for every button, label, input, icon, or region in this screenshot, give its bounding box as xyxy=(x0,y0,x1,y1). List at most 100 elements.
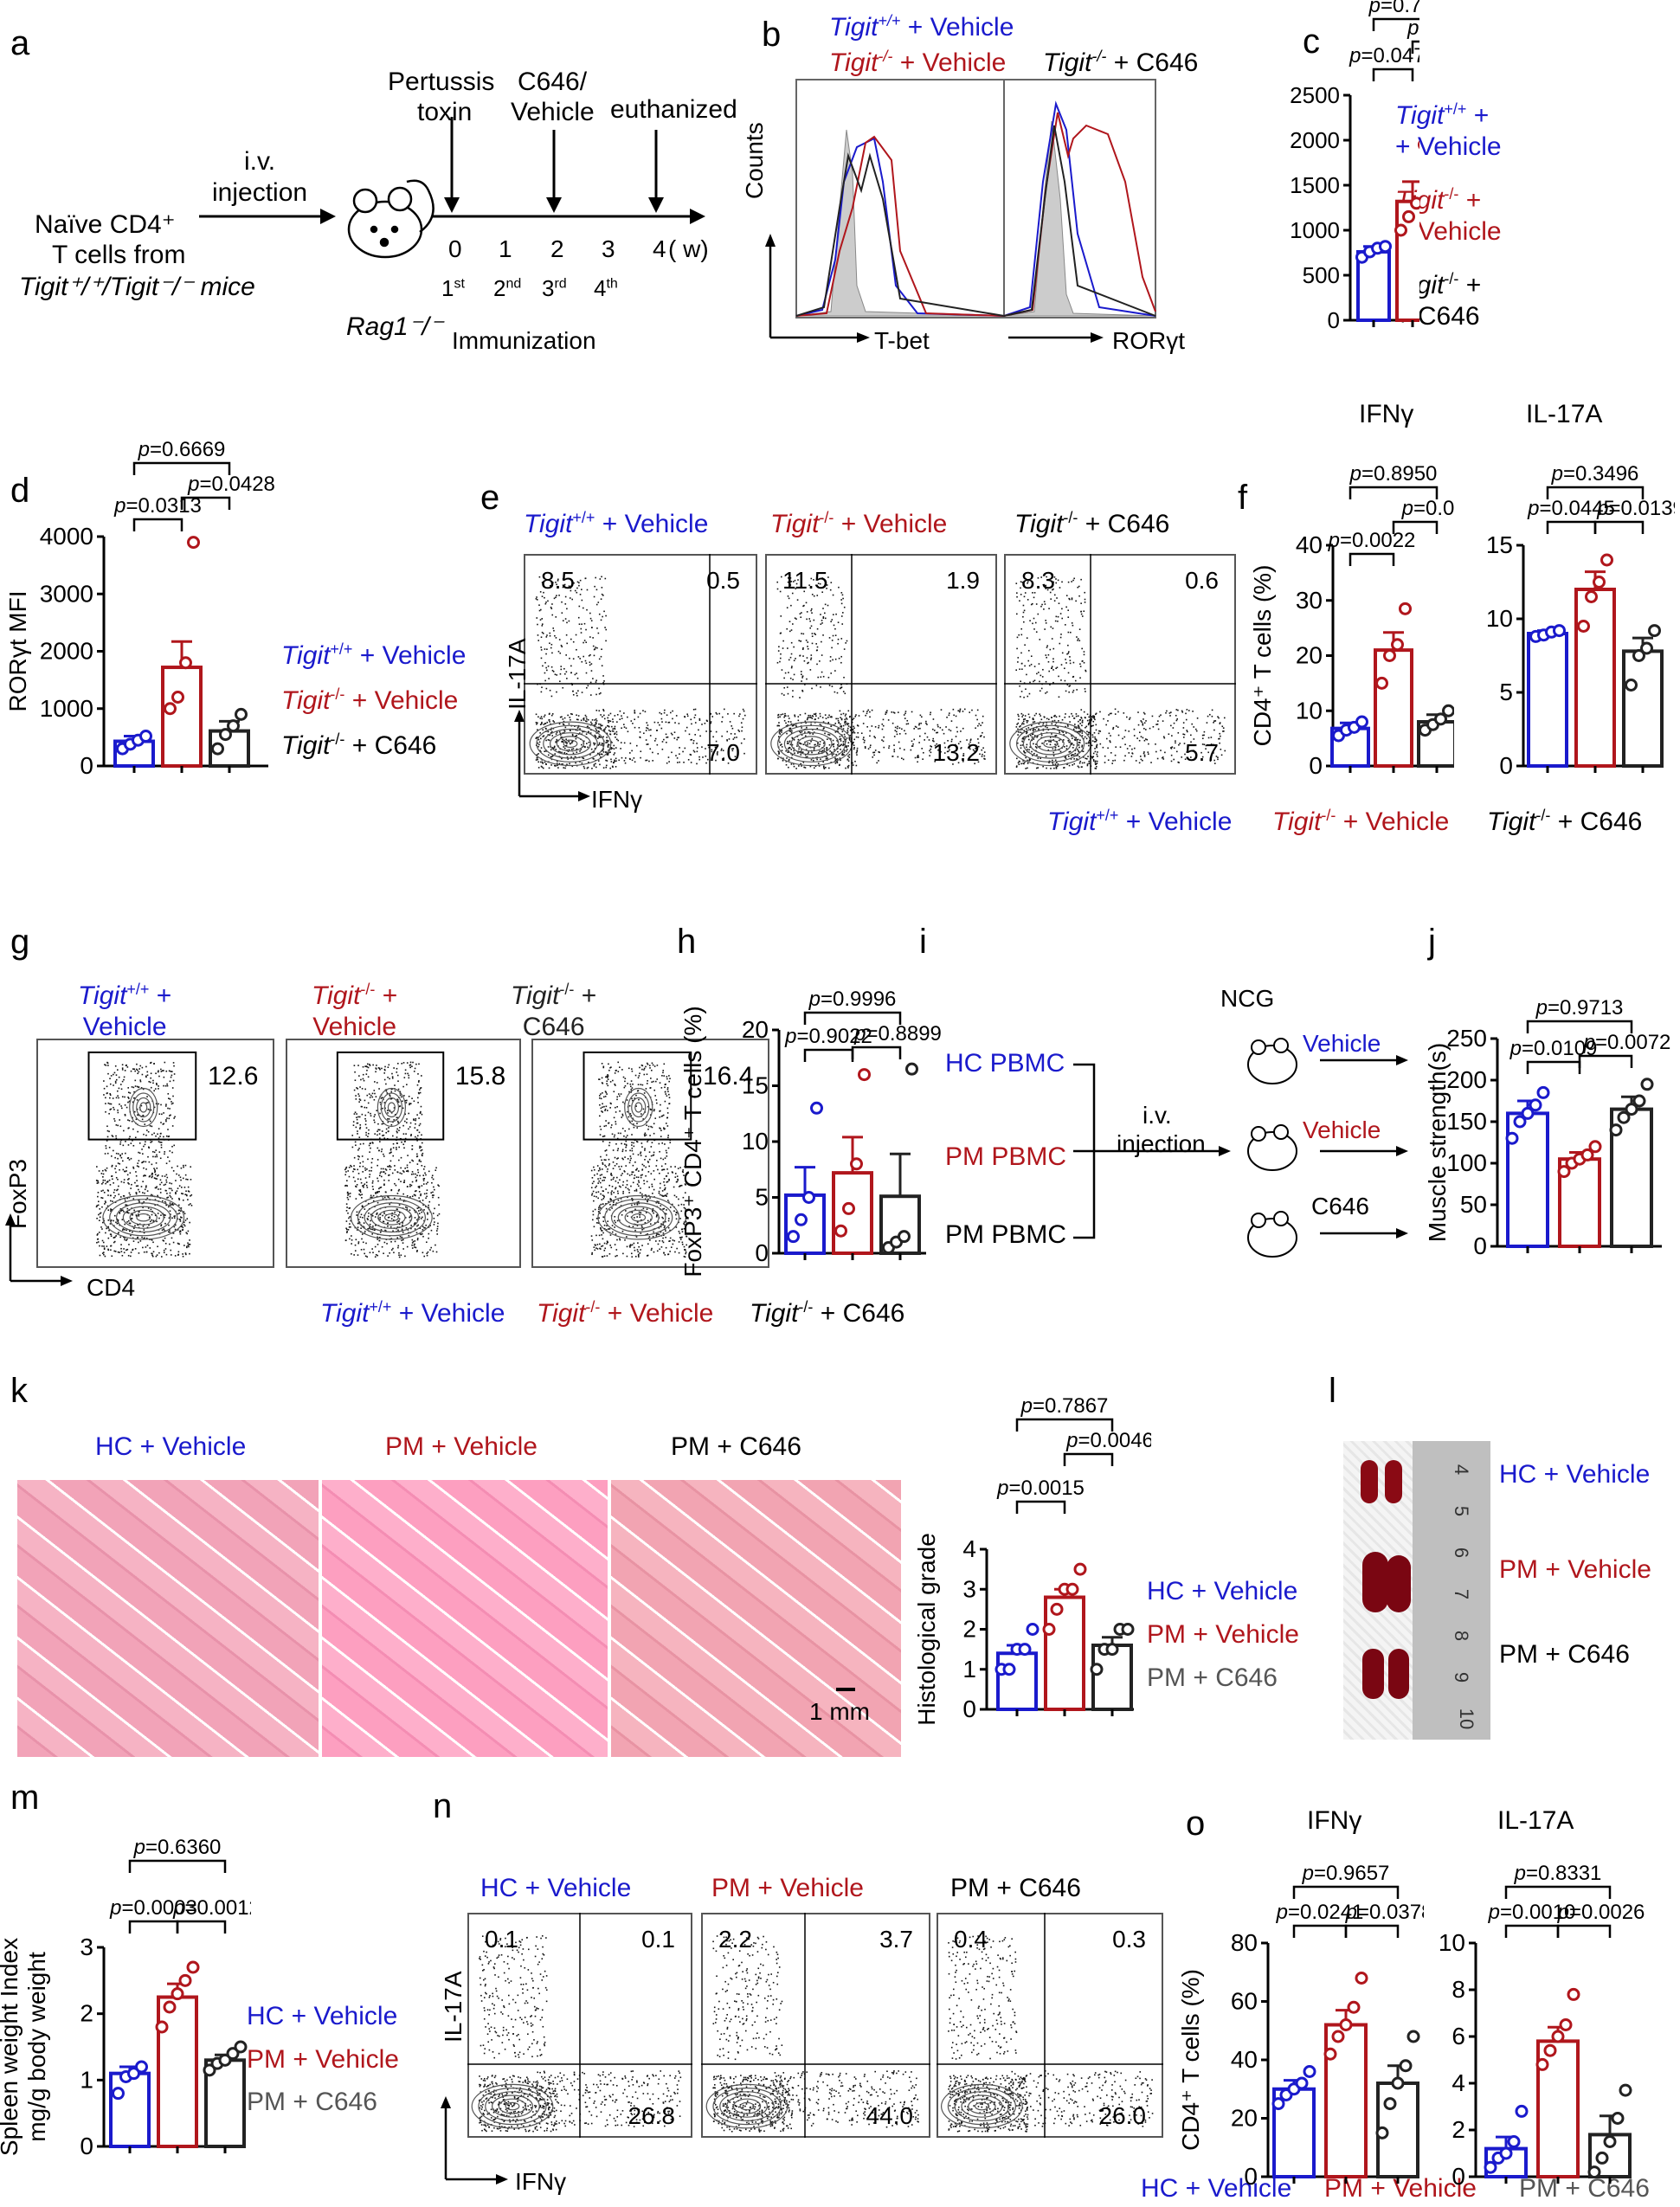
l-ruler xyxy=(1413,1441,1490,1740)
panel-label-k: k xyxy=(10,1372,28,1410)
b-histograms xyxy=(765,79,1156,343)
y-tick-label: 3000 xyxy=(40,580,93,607)
y-axis-label: CD4⁺ T cells (%) xyxy=(1249,565,1276,747)
flow-plot: 2.2 3.7 44.0 xyxy=(701,1913,930,2138)
o-legend-c646: PM + C646 xyxy=(1519,2174,1650,2203)
quadrant-ur: 0.6 xyxy=(1185,567,1219,594)
y-tick-label: 4 xyxy=(1451,2069,1465,2096)
m-legend-c646: PM + C646 xyxy=(247,2088,377,2116)
significance-bracket xyxy=(1526,1060,1581,1074)
k-histology-hc xyxy=(17,1480,319,1757)
e-title-c646: Tigit-/- + C646 xyxy=(1014,509,1170,538)
p-value-label: p=0.0022 xyxy=(1328,529,1416,552)
treg-gate xyxy=(336,1051,445,1141)
quadrant-ul: 11.5 xyxy=(782,567,827,594)
quadrant-ur: 3.7 xyxy=(879,1926,913,1953)
o-legend-pm: PM + Vehicle xyxy=(1324,2174,1477,2203)
data-point xyxy=(802,1191,815,1204)
y-tick-label: 10 xyxy=(1439,1929,1465,1956)
a-week-unit: ( w) xyxy=(668,235,709,262)
data-point xyxy=(905,1062,918,1076)
y-tick-label: 10 xyxy=(1486,605,1513,632)
ruler-number: 4 xyxy=(1451,1464,1473,1476)
data-point xyxy=(1543,2043,1557,2057)
m-legend-hc: HC + Vehicle xyxy=(247,2002,398,2030)
flow-contours xyxy=(102,1087,185,1240)
ruler-number: 9 xyxy=(1451,1671,1473,1683)
data-point xyxy=(226,2047,240,2061)
data-point xyxy=(163,2000,177,2014)
y-tick-label: 40 xyxy=(1231,2046,1258,2073)
data-point xyxy=(1507,2135,1521,2148)
significance-bracket xyxy=(132,518,183,531)
ruler-number: 8 xyxy=(1451,1630,1473,1642)
significance-bracket xyxy=(128,1920,179,1934)
y-tick-label: 5 xyxy=(755,1184,769,1211)
significance-bracket xyxy=(803,1048,854,1062)
a-week-label: 3 xyxy=(602,235,615,262)
quadrant-lr: 26.0 xyxy=(1099,2102,1147,2129)
i-veh2: Vehicle xyxy=(1303,1116,1381,1143)
chart-d: 01000200030004000p=0.0313p=0.0428p=0.666… xyxy=(4,438,275,779)
gate-percent: 15.8 xyxy=(455,1062,505,1091)
y-tick-label: 3 xyxy=(962,1575,976,1602)
significance-bracket xyxy=(1063,1452,1114,1466)
y-tick-label: 1500 xyxy=(1290,172,1340,198)
significance-bracket xyxy=(1546,486,1645,499)
data-point xyxy=(1410,196,1419,210)
panel-label-c: c xyxy=(1303,23,1320,61)
data-point xyxy=(787,1230,800,1244)
y-axis-label: mg/g body weight xyxy=(23,1952,50,2142)
significance-bracket xyxy=(180,496,231,510)
quadrant-lr: 7.0 xyxy=(706,739,740,766)
data-point xyxy=(1018,1643,1032,1657)
a-iv-line2: injection xyxy=(212,178,308,207)
f-title-il17a: IL-17A xyxy=(1526,400,1603,428)
l-spleen-c646-2 xyxy=(1388,1649,1409,1699)
significance-bracket xyxy=(132,461,231,475)
data-point xyxy=(178,1973,192,1987)
quadrant-lr: 5.7 xyxy=(1185,739,1219,766)
flow-contours xyxy=(1009,721,1091,767)
bar xyxy=(1324,2023,1368,2178)
o-legend-hc: HC + Vehicle xyxy=(1141,2174,1292,2203)
panel-label-a: a xyxy=(10,24,30,62)
panel-label-g: g xyxy=(10,923,30,961)
data-point xyxy=(1640,641,1653,655)
data-point xyxy=(1347,2000,1361,2014)
p-value-label: p=0.0015 xyxy=(996,1477,1085,1500)
y-axis-label: Histological grade xyxy=(917,1533,940,1726)
c-legend-wt: Tigit+/+ + + Vehicle xyxy=(1395,100,1502,161)
a-ptx-line1: Pertussis xyxy=(388,68,495,96)
y-axis-label: RORγt MFI xyxy=(4,591,31,712)
y-tick-label: 60 xyxy=(1231,1988,1258,2015)
i-schematic xyxy=(1073,1038,1408,1258)
flow-contours xyxy=(597,1087,680,1240)
e-ylabel: IL-17A xyxy=(504,638,531,711)
data-point xyxy=(1399,602,1412,615)
flow-plot: 0.4 0.3 26.0 xyxy=(937,1913,1163,2138)
data-point xyxy=(1383,649,1396,662)
flow-contours xyxy=(529,721,612,767)
significance-bracket xyxy=(803,1011,902,1025)
panel-label-m: m xyxy=(10,1779,40,1817)
data-point xyxy=(1406,2030,1420,2043)
bar xyxy=(996,1651,1038,1711)
data-point xyxy=(1026,1623,1040,1636)
data-point xyxy=(1434,712,1447,726)
flow-contours xyxy=(351,1087,433,1240)
quadrant-ur: 0.1 xyxy=(641,1926,675,1953)
data-point xyxy=(1105,1643,1119,1657)
data-point xyxy=(1303,2065,1316,2078)
data-point xyxy=(1577,620,1590,633)
significance-bracket xyxy=(1349,486,1439,499)
g-axis-arrows xyxy=(5,1213,73,1286)
e-xlabel: IFNγ xyxy=(591,786,643,813)
b-legend-c646: Tigit-/- + C646 xyxy=(1043,48,1199,77)
y-tick-label: 15 xyxy=(1486,531,1513,558)
gh-legend-ko: Tigit-/- + Vehicle xyxy=(537,1298,714,1328)
n-title-c646: PM + C646 xyxy=(950,1874,1081,1902)
e-axis-arrows xyxy=(514,710,590,801)
